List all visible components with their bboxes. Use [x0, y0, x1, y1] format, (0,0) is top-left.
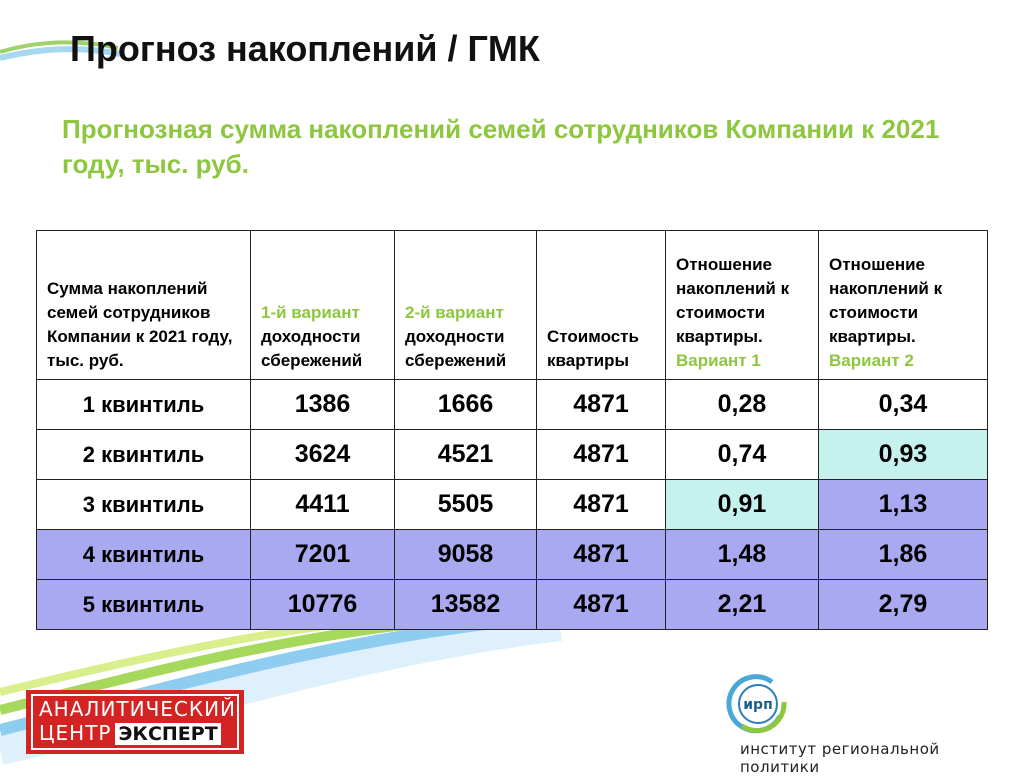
savings-forecast-table: Сумма накоплений семей сотрудников Компа…: [36, 230, 988, 630]
header-ratio-1-desc: Отношение накоплений к стоимости квартир…: [676, 255, 790, 346]
row-label: 4 квинтиль: [36, 529, 251, 580]
cell-variant-1: 3624: [250, 429, 395, 480]
row-label: 5 квинтиль: [36, 579, 251, 630]
irp-caption: институт региональной политики: [740, 740, 940, 776]
row-label: 3 квинтиль: [36, 479, 251, 530]
table-row: 3 квинтиль 4411 5505 4871 0,91 1,13: [36, 479, 988, 530]
top-swoosh-decoration: [0, 40, 121, 61]
table-header-row: Сумма накоплений семей сотрудников Компа…: [36, 230, 988, 380]
table-row: 2 квинтиль 3624 4521 4871 0,74 0,93: [36, 429, 988, 480]
logo-line-2a: ЦЕНТР: [39, 721, 112, 745]
cell-variant-2: 9058: [394, 529, 537, 580]
row-label: 2 квинтиль: [36, 429, 251, 480]
irp-logo-icon: ирп: [726, 674, 787, 734]
cell-price: 4871: [536, 479, 666, 530]
row-label: 1 квинтиль: [36, 379, 251, 430]
cell-price: 4871: [536, 579, 666, 630]
header-variant-1: 1-й вариант доходности сбережений: [250, 230, 395, 380]
cell-ratio-2: 0,34: [818, 379, 988, 430]
cell-ratio-2: 1,86: [818, 529, 988, 580]
table-row: 1 квинтиль 1386 1666 4871 0,28 0,34: [36, 379, 988, 430]
header-ratio-2-label: Вариант 2: [829, 351, 914, 370]
header-savings-amount: Сумма накоплений семей сотрудников Компа…: [36, 230, 251, 380]
cell-ratio-1: 1,48: [665, 529, 819, 580]
slide-subtitle: Прогнозная сумма накоплений семей сотруд…: [62, 114, 940, 179]
cell-variant-1: 1386: [250, 379, 395, 430]
cell-ratio-1: 0,74: [665, 429, 819, 480]
cell-ratio-2-highlight: 0,93: [818, 429, 988, 480]
cell-variant-1: 7201: [250, 529, 395, 580]
cell-price: 4871: [536, 529, 666, 580]
header-variant-2-label: 2-й вариант: [405, 303, 504, 322]
cell-variant-1: 10776: [250, 579, 395, 630]
table-row-highlight: 5 квинтиль 10776 13582 4871 2,21 2,79: [36, 579, 988, 630]
cell-ratio-1: 2,21: [665, 579, 819, 630]
header-ratio-1-label: Вариант 1: [676, 351, 761, 370]
header-variant-1-label: 1-й вариант: [261, 303, 360, 322]
cell-price: 4871: [536, 379, 666, 430]
cell-variant-2: 13582: [394, 579, 537, 630]
header-variant-1-desc: доходности сбережений: [261, 327, 363, 370]
analytical-center-expert-logo: АНАЛИТИЧЕСКИЙ ЦЕНТР ЭКСПЕРТ: [26, 690, 244, 754]
cell-variant-2: 4521: [394, 429, 537, 480]
cell-ratio-2-highlight: 1,13: [818, 479, 988, 530]
cell-variant-2: 5505: [394, 479, 537, 530]
header-variant-2: 2-й вариант доходности сбережений: [394, 230, 537, 380]
header-apartment-price: Стоимость квартиры: [536, 230, 666, 380]
cell-ratio-1: 0,28: [665, 379, 819, 430]
logo-line-2b: ЭКСПЕРТ: [115, 723, 221, 745]
header-ratio-variant-2: Отношение накоплений к стоимости квартир…: [818, 230, 988, 380]
header-variant-2-desc: доходности сбережений: [405, 327, 507, 370]
cell-ratio-1-highlight: 0,91: [665, 479, 819, 530]
irp-logo-text: ирп: [743, 697, 773, 713]
cell-price: 4871: [536, 429, 666, 480]
slide-title: Прогноз накоплений / ГМК: [70, 28, 540, 69]
table-row-highlight: 4 квинтиль 7201 9058 4871 1,48 1,86: [36, 529, 988, 580]
header-ratio-variant-1: Отношение накоплений к стоимости квартир…: [665, 230, 819, 380]
header-ratio-2-desc: Отношение накоплений к стоимости квартир…: [829, 255, 943, 346]
cell-variant-2: 1666: [394, 379, 537, 430]
logo-line-1: АНАЛИТИЧЕСКИЙ: [39, 697, 237, 721]
cell-ratio-2: 2,79: [818, 579, 988, 630]
cell-variant-1: 4411: [250, 479, 395, 530]
